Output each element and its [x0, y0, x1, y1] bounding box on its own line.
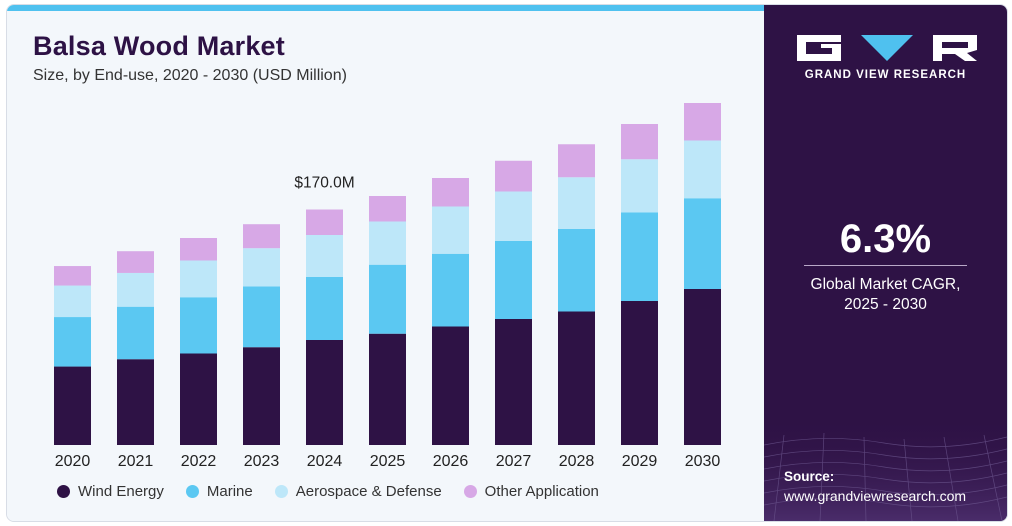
bar-segment-2025-3 [369, 196, 406, 222]
bar-segment-2025-1 [369, 264, 406, 334]
bar-segment-2024-3 [306, 209, 343, 235]
bar-segment-2023-1 [243, 286, 280, 348]
bar-segment-2030-1 [684, 198, 721, 289]
bar-segment-2020-3 [54, 266, 91, 286]
bar-segment-2022-2 [180, 260, 217, 298]
bar-segment-2025-2 [369, 221, 406, 265]
x-tick-label: 2023 [244, 453, 280, 470]
chart-title: Balsa Wood Market [33, 31, 285, 61]
legend-swatch [185, 485, 199, 498]
legend-swatch [274, 485, 288, 498]
x-tick-label: 2021 [118, 453, 154, 470]
bar-segment-2029-3 [621, 124, 658, 160]
bar-segment-2026-0 [432, 326, 469, 445]
x-tick-label: 2029 [622, 453, 658, 470]
bar-segment-2028-3 [558, 144, 595, 178]
bar-segment-2022-0 [180, 353, 217, 445]
x-tick-label: 2022 [181, 453, 217, 470]
brand-panel: GRAND VIEW RESEARCH 6.3% Global Market C… [764, 5, 1007, 521]
bar-segment-2021-0 [117, 359, 154, 445]
legend-label: Marine [206, 483, 253, 500]
bar-segment-2020-2 [54, 285, 91, 318]
bar-segment-2024-1 [306, 277, 343, 340]
bar-segment-2023-0 [243, 347, 280, 445]
x-tick-label: 2028 [559, 453, 595, 470]
bar-segment-2030-3 [684, 103, 721, 141]
bar-segment-2030-0 [684, 289, 721, 445]
source-label: Source: [784, 469, 835, 484]
x-tick-label: 2024 [307, 453, 343, 470]
cagr-divider [804, 265, 967, 266]
bar-segment-2027-2 [495, 191, 532, 241]
bar-segment-2027-3 [495, 160, 532, 192]
legend-label: Other Application [484, 483, 599, 500]
legend-item: Wind Energy [57, 483, 164, 500]
bar-segment-2027-0 [495, 319, 532, 445]
bar-segment-2024-0 [306, 340, 343, 445]
source-url[interactable]: www.grandviewresearch.com [784, 488, 967, 504]
legend-swatch [57, 485, 70, 498]
legend-item: Aerospace & Defense [274, 483, 442, 500]
x-tick-label: 2020 [55, 453, 91, 470]
x-tick-label: 2025 [370, 453, 406, 470]
x-tick-label: 2026 [433, 453, 469, 470]
bar-segment-2029-0 [621, 301, 658, 445]
cagr-label-line2: 2025 - 2030 [844, 296, 927, 313]
chart-subtitle: Size, by End-use, 2020 - 2030 (USD Milli… [33, 67, 347, 84]
bar-segment-2020-0 [54, 366, 91, 445]
chart-panel: Balsa Wood Market Size, by End-use, 2020… [7, 5, 764, 521]
bar-segment-2022-3 [180, 238, 217, 261]
bar-segment-2025-0 [369, 333, 406, 445]
cagr-label: Global Market CAGR, 2025 - 2030 [764, 275, 1007, 315]
bar-segment-2023-3 [243, 224, 280, 249]
legend-item: Marine [185, 483, 253, 500]
bar-segment-2029-1 [621, 212, 658, 301]
bar-segment-2028-0 [558, 311, 595, 445]
cagr-value: 6.3% [839, 217, 932, 261]
decorative-wave-graphic [764, 415, 1007, 521]
bar-segment-2022-1 [180, 297, 217, 354]
bar-segment-2026-3 [432, 178, 469, 207]
x-tick-label: 2027 [496, 453, 532, 470]
legend-label: Aerospace & Defense [295, 483, 442, 500]
gvr-logo-icon [797, 35, 977, 61]
bar-segment-2021-1 [117, 306, 154, 360]
bar-segment-2026-2 [432, 206, 469, 254]
legend-label: Wind Energy [78, 483, 164, 500]
bar-segment-2020-1 [54, 317, 91, 367]
chart-legend: Wind Energy Marine Aerospace & Defense Othe… [57, 483, 621, 500]
cagr-label-line1: Global Market CAGR, [810, 276, 961, 293]
brand-name: GRAND VIEW RESEARCH [804, 69, 967, 81]
bar-segment-2024-2 [306, 235, 343, 277]
legend-item: Other Application [463, 483, 599, 500]
bar-segment-2021-3 [117, 251, 154, 273]
top-accent-bar [7, 5, 764, 11]
bar-segment-2023-2 [243, 248, 280, 287]
bar-segment-2026-1 [432, 253, 469, 327]
legend-swatch [463, 485, 477, 498]
bar-segment-2021-2 [117, 272, 154, 307]
bar-segment-2028-2 [558, 177, 595, 229]
stacked-bar-chart: 2020 2021 2022 2023 2024 $170.0M 2025 2026 2027 2… [54, 103, 721, 470]
chart-card: Balsa Wood Market Size, by End-use, 2020… [6, 4, 1008, 522]
bar-segment-2029-2 [621, 159, 658, 213]
bar-segment-2027-1 [495, 241, 532, 319]
bar-annotation: $170.0M [294, 175, 354, 192]
bar-segment-2028-1 [558, 229, 595, 312]
x-tick-label: 2030 [685, 453, 721, 470]
bar-segment-2030-2 [684, 140, 721, 199]
